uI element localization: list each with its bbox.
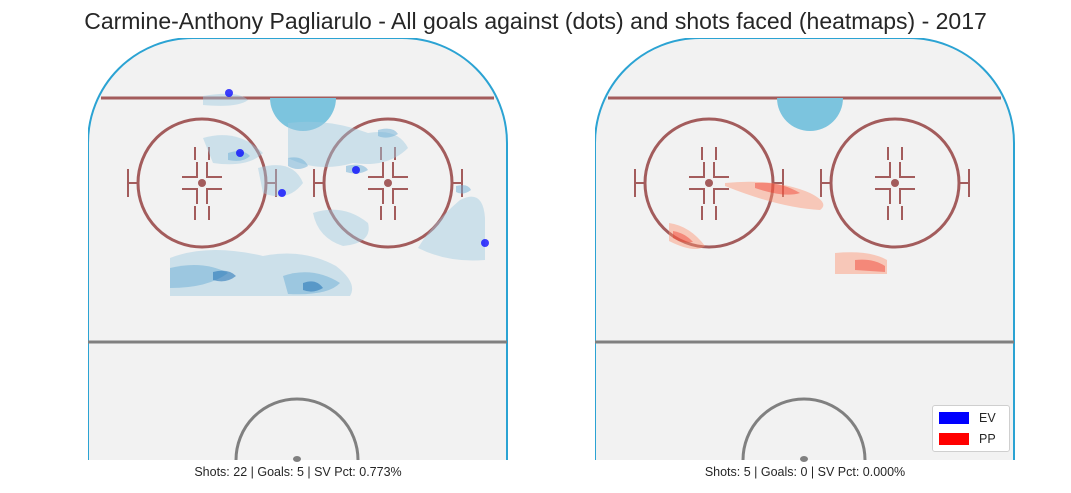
goal-dot bbox=[278, 189, 286, 197]
heatmap-region bbox=[203, 93, 248, 106]
left-rink-panel bbox=[88, 38, 508, 462]
legend-item-pp: PP bbox=[939, 432, 996, 446]
legend-swatch-pp bbox=[939, 433, 969, 445]
right-panel-stats: Shots: 5 | Goals: 0 | SV Pct: 0.000% bbox=[704, 465, 906, 479]
goals-against-layer bbox=[225, 89, 489, 247]
chart-title: Carmine-Anthony Pagliarulo - All goals a… bbox=[84, 8, 987, 34]
heatmap-region bbox=[378, 128, 398, 138]
heatmap-region bbox=[303, 281, 323, 292]
legend-label-ev: EV bbox=[979, 411, 996, 425]
right-rink-panel bbox=[595, 38, 1015, 462]
goal-dot bbox=[352, 166, 360, 174]
heatmap-region bbox=[418, 196, 485, 261]
goal-dot bbox=[236, 149, 244, 157]
goal-dot bbox=[225, 89, 233, 97]
heatmap-region bbox=[835, 252, 887, 274]
legend-label-pp: PP bbox=[979, 432, 996, 446]
heatmap-region bbox=[855, 259, 885, 272]
legend-item-ev: EV bbox=[939, 411, 996, 425]
heatmap-region bbox=[213, 270, 236, 282]
heatmap-region bbox=[258, 165, 303, 197]
shots-heatmap bbox=[669, 181, 887, 274]
goal-dot bbox=[481, 239, 489, 247]
rink-diagram bbox=[595, 38, 1015, 462]
heatmap-region bbox=[673, 231, 693, 243]
heatmap-region bbox=[669, 223, 705, 250]
heatmap-region bbox=[725, 181, 824, 210]
legend-swatch-ev bbox=[939, 412, 969, 424]
shots-heatmap bbox=[170, 93, 485, 296]
heatmap-region bbox=[288, 157, 308, 169]
left-panel-stats: Shots: 22 | Goals: 5 | SV Pct: 0.773% bbox=[194, 465, 402, 479]
heatmap-region bbox=[170, 264, 228, 288]
heatmap-region bbox=[456, 185, 471, 194]
legend: EV PP bbox=[932, 405, 1010, 452]
heatmap-region bbox=[755, 182, 800, 195]
heatmap-region bbox=[313, 209, 369, 246]
